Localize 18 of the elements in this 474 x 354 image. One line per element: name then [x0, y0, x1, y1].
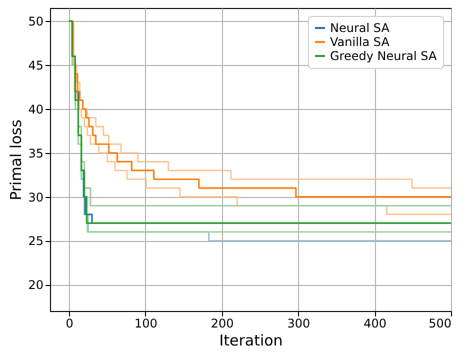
y-tick-label: 50 [28, 14, 44, 29]
legend-label: Vanilla SA [330, 35, 390, 49]
x-tick-label: 100 [134, 316, 158, 330]
x-axis-title: Iteration [219, 332, 283, 350]
x-tick-label: 200 [210, 316, 234, 330]
x-tick-label: 500 [428, 316, 452, 330]
legend-label: Neural SA [330, 21, 390, 35]
x-tick-label: 300 [287, 316, 310, 330]
legend-label: Greedy Neural SA [330, 49, 438, 63]
y-tick-label: 20 [28, 278, 44, 292]
x-tick-label: 0 [66, 316, 74, 330]
y-tick-label: 35 [28, 146, 44, 160]
y-tick-label: 25 [28, 234, 44, 248]
y-tick-label: 40 [28, 102, 44, 116]
y-axis-title: Primal loss [7, 119, 26, 200]
y-tick-label: 45 [28, 58, 44, 73]
x-tick-label: 400 [364, 316, 387, 330]
y-tick-label: 30 [28, 190, 44, 204]
